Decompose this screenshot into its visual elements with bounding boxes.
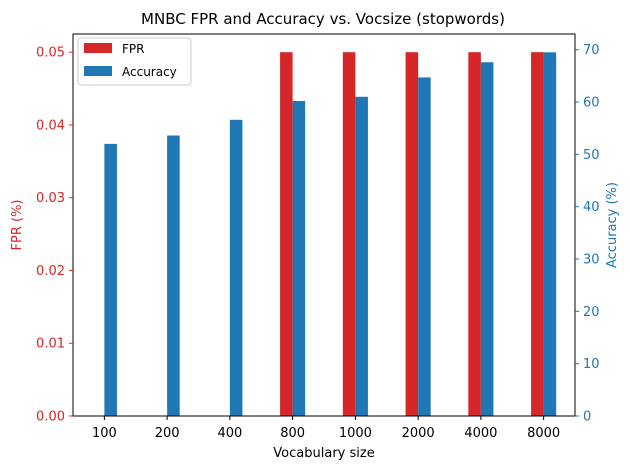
- right-tick-label: 20: [583, 305, 600, 320]
- right-tick-label: 40: [583, 200, 600, 215]
- bar-accuracy-1000: [355, 96, 368, 416]
- chart-title: MNBC FPR and Accuracy vs. Vocsize (stopw…: [141, 10, 505, 28]
- legend-swatch-accuracy: [84, 66, 112, 76]
- right-tick-label: 50: [583, 148, 600, 163]
- bar-fpr-800: [280, 52, 293, 416]
- x-tick-label: 8000: [527, 426, 560, 441]
- bar-accuracy-100: [104, 143, 117, 416]
- left-axis-ticks: 0.00 0.01 0.02 0.03 0.04 0.05: [36, 46, 73, 425]
- x-tick-label: 1000: [339, 426, 372, 441]
- left-tick-label: 0.03: [36, 191, 65, 206]
- bar-fpr-1000: [342, 52, 356, 416]
- left-tick-label: 0.04: [36, 118, 65, 133]
- bar-accuracy-8000: [543, 52, 557, 417]
- right-tick-label: 70: [583, 43, 600, 58]
- left-tick-label: 0.05: [36, 46, 65, 61]
- x-axis-ticks: 100 200 400 800 1000 2000 4000 8000: [92, 416, 560, 441]
- right-tick-label: 0: [583, 410, 591, 425]
- left-axis-label: FPR (%): [10, 200, 25, 251]
- left-tick-label: 0.01: [36, 337, 65, 352]
- right-tick-label: 10: [583, 357, 600, 372]
- x-tick-label: 100: [92, 426, 117, 441]
- legend: FPR Accuracy: [77, 37, 192, 86]
- bars: [104, 52, 557, 417]
- x-tick-label: 4000: [464, 426, 497, 441]
- bar-accuracy-400: [229, 119, 243, 416]
- right-axis-label: Accuracy (%): [605, 182, 620, 268]
- bar-accuracy-2000: [418, 77, 431, 417]
- bar-accuracy-4000: [480, 62, 494, 416]
- right-axis-ticks: 0 10 20 30 40 50 60 70: [575, 43, 600, 425]
- right-tick-label: 30: [583, 253, 600, 268]
- legend-swatch-fpr: [84, 43, 112, 53]
- x-tick-label: 400: [217, 426, 242, 441]
- right-tick-label: 60: [583, 96, 600, 111]
- bar-accuracy-800: [292, 100, 306, 416]
- x-tick-label: 2000: [402, 426, 435, 441]
- left-tick-label: 0.00: [36, 410, 65, 425]
- x-axis-label: Vocabulary size: [273, 446, 374, 461]
- bar-fpr-8000: [531, 52, 544, 416]
- plot-frame: [72, 33, 576, 417]
- legend-label-fpr: FPR: [122, 42, 144, 56]
- left-tick-label: 0.02: [36, 264, 65, 279]
- x-tick-label: 200: [155, 426, 180, 441]
- bar-fpr-2000: [405, 52, 419, 416]
- bar-fpr-4000: [468, 52, 481, 416]
- bar-accuracy-200: [167, 135, 180, 416]
- x-tick-label: 800: [280, 426, 305, 441]
- legend-label-accuracy: Accuracy: [122, 65, 177, 79]
